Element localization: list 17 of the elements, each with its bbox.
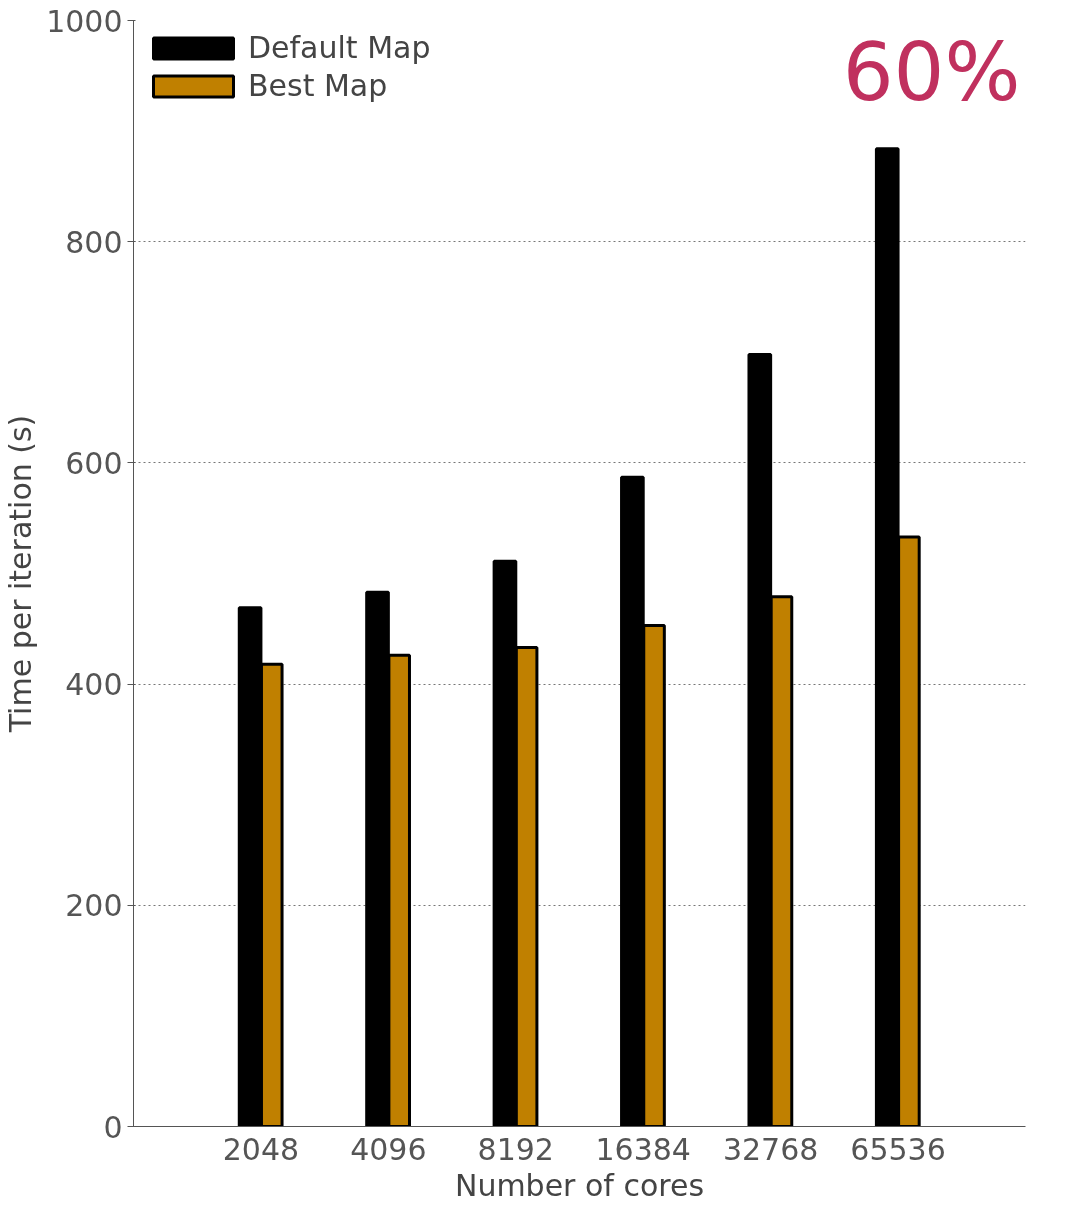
x-tick-label: 16384 — [595, 1131, 691, 1167]
y-tick-label: 1000 — [46, 3, 123, 39]
y-axis-title: Time per iteration (s) — [3, 414, 39, 734]
legend-label: Default Map — [248, 30, 431, 65]
y-tick-label: 400 — [65, 667, 123, 703]
x-tick-label: 65536 — [850, 1131, 946, 1167]
y-tick-label: 0 — [103, 1109, 123, 1145]
y-tick-label: 200 — [65, 888, 123, 924]
x-tick-label: 2048 — [222, 1131, 300, 1167]
x-tick-label: 8192 — [477, 1131, 554, 1167]
legend-label: Best Map — [248, 68, 388, 103]
x-tick-label: 32768 — [722, 1131, 819, 1167]
x-tick-label: 4096 — [350, 1131, 427, 1167]
y-tick-label: 800 — [65, 224, 123, 260]
y-tick-label: 600 — [65, 445, 123, 481]
x-axis-title: Number of cores — [454, 1167, 705, 1203]
annotation: 60% — [842, 25, 1021, 119]
